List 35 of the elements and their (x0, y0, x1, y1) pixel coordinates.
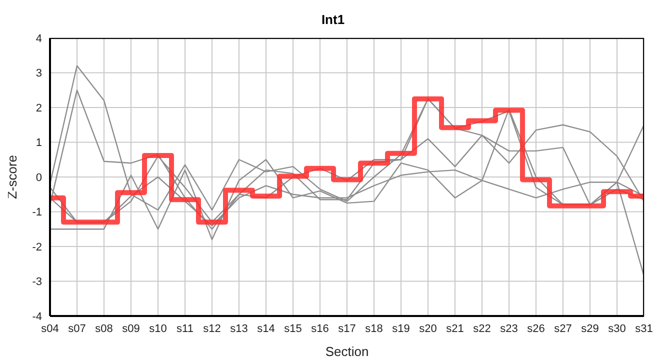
x-tick-label: s08 (95, 322, 113, 335)
x-tick-label: s20 (419, 322, 437, 335)
y-tick-label: 2 (36, 102, 42, 114)
y-tick-label: -1 (32, 206, 42, 219)
x-tick-label: s14 (257, 322, 275, 335)
x-tick-label: s22 (473, 322, 491, 335)
x-tick-label: s04 (41, 322, 59, 335)
y-axis-title: Z-score (4, 154, 20, 200)
x-tick-label: s31 (635, 322, 653, 335)
x-tick-label: s09 (122, 322, 140, 335)
x-tick-label: s15 (284, 322, 302, 335)
y-tick-label: -3 (32, 276, 42, 288)
x-tick-label: s17 (338, 322, 356, 335)
x-tick-label: s30 (608, 322, 626, 335)
y-tick-label: 1 (36, 137, 42, 150)
x-tick-label: s18 (365, 322, 383, 335)
y-tick-label: 0 (36, 172, 42, 184)
y-tick-label: -2 (32, 241, 42, 254)
x-tick-label: s11 (176, 322, 194, 335)
x-tick-label: s07 (68, 322, 86, 335)
x-tick-label: s10 (149, 322, 167, 335)
x-tick-label: s26 (527, 322, 545, 335)
x-tick-label: s12 (203, 322, 221, 335)
y-tick-label: 4 (36, 32, 42, 45)
x-tick-label: s21 (446, 322, 464, 335)
chart-title: Int1 (320, 12, 346, 27)
x-tick-label: s29 (581, 322, 599, 335)
x-tick-label: s16 (311, 322, 329, 335)
x-tick-label: s13 (230, 322, 248, 335)
y-tick-label: 3 (36, 68, 42, 80)
x-tick-label: s19 (392, 322, 410, 335)
x-tick-label: s23 (500, 322, 518, 335)
x-axis-title: Section (325, 344, 369, 359)
y-tick-label: -4 (32, 310, 42, 323)
x-tick-label: s27 (554, 322, 572, 335)
